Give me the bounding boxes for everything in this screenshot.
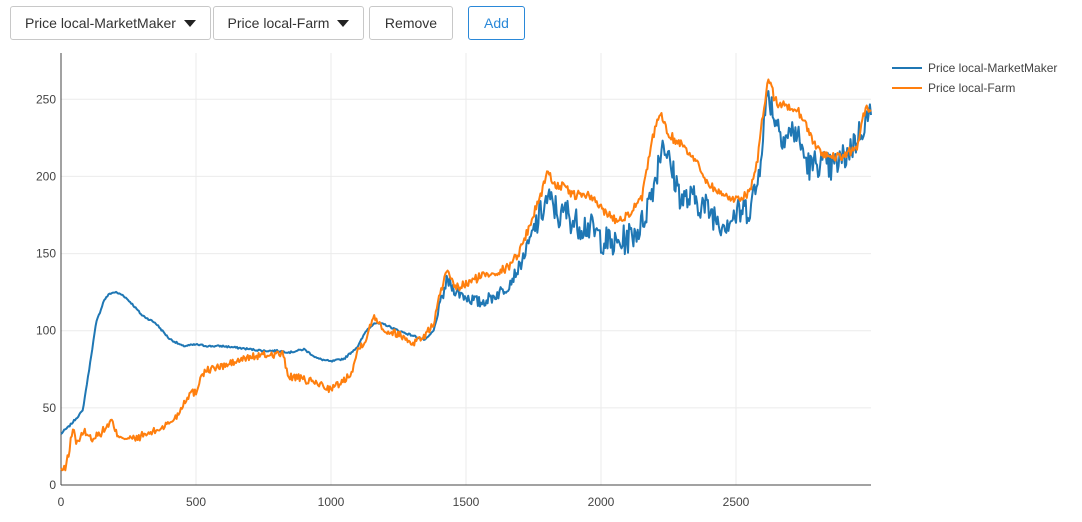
series-dropdown-marketmaker[interactable]: Price local-MarketMaker <box>10 6 211 40</box>
y-tick-label: 0 <box>49 478 56 492</box>
y-tick-label: 150 <box>36 247 56 261</box>
plot-lines <box>60 78 872 472</box>
dropdown-label: Price local-MarketMaker <box>25 15 176 31</box>
series-line <box>60 78 872 472</box>
gridlines <box>61 53 871 485</box>
x-tick-label: 2000 <box>588 495 615 509</box>
x-tick-label: 0 <box>58 495 65 509</box>
legend-label: Price local-Farm <box>928 81 1015 95</box>
remove-button[interactable]: Remove <box>369 6 453 40</box>
y-tick-label: 200 <box>36 169 56 183</box>
x-tick-label: 1000 <box>318 495 345 509</box>
legend[interactable]: Price local-MarketMaker Price local-Farm <box>892 61 1057 95</box>
caret-down-icon <box>337 19 350 27</box>
legend-label: Price local-MarketMaker <box>928 61 1057 75</box>
y-tick-label: 50 <box>43 401 57 415</box>
x-tick-label: 2500 <box>723 495 750 509</box>
x-tick-label: 500 <box>186 495 206 509</box>
dropdown-label: Price local-Farm <box>227 15 330 31</box>
axes: 0 500 1000 1500 2000 2500 0 50 100 150 200 250 <box>36 53 871 509</box>
series-line <box>60 90 872 435</box>
caret-down-icon <box>183 19 196 27</box>
series-dropdown-farm[interactable]: Price local-Farm <box>213 6 364 40</box>
x-tick-label: 1500 <box>453 495 480 509</box>
y-tick-label: 250 <box>36 92 56 106</box>
add-button[interactable]: Add <box>468 6 525 40</box>
y-tick-label: 100 <box>36 324 56 338</box>
